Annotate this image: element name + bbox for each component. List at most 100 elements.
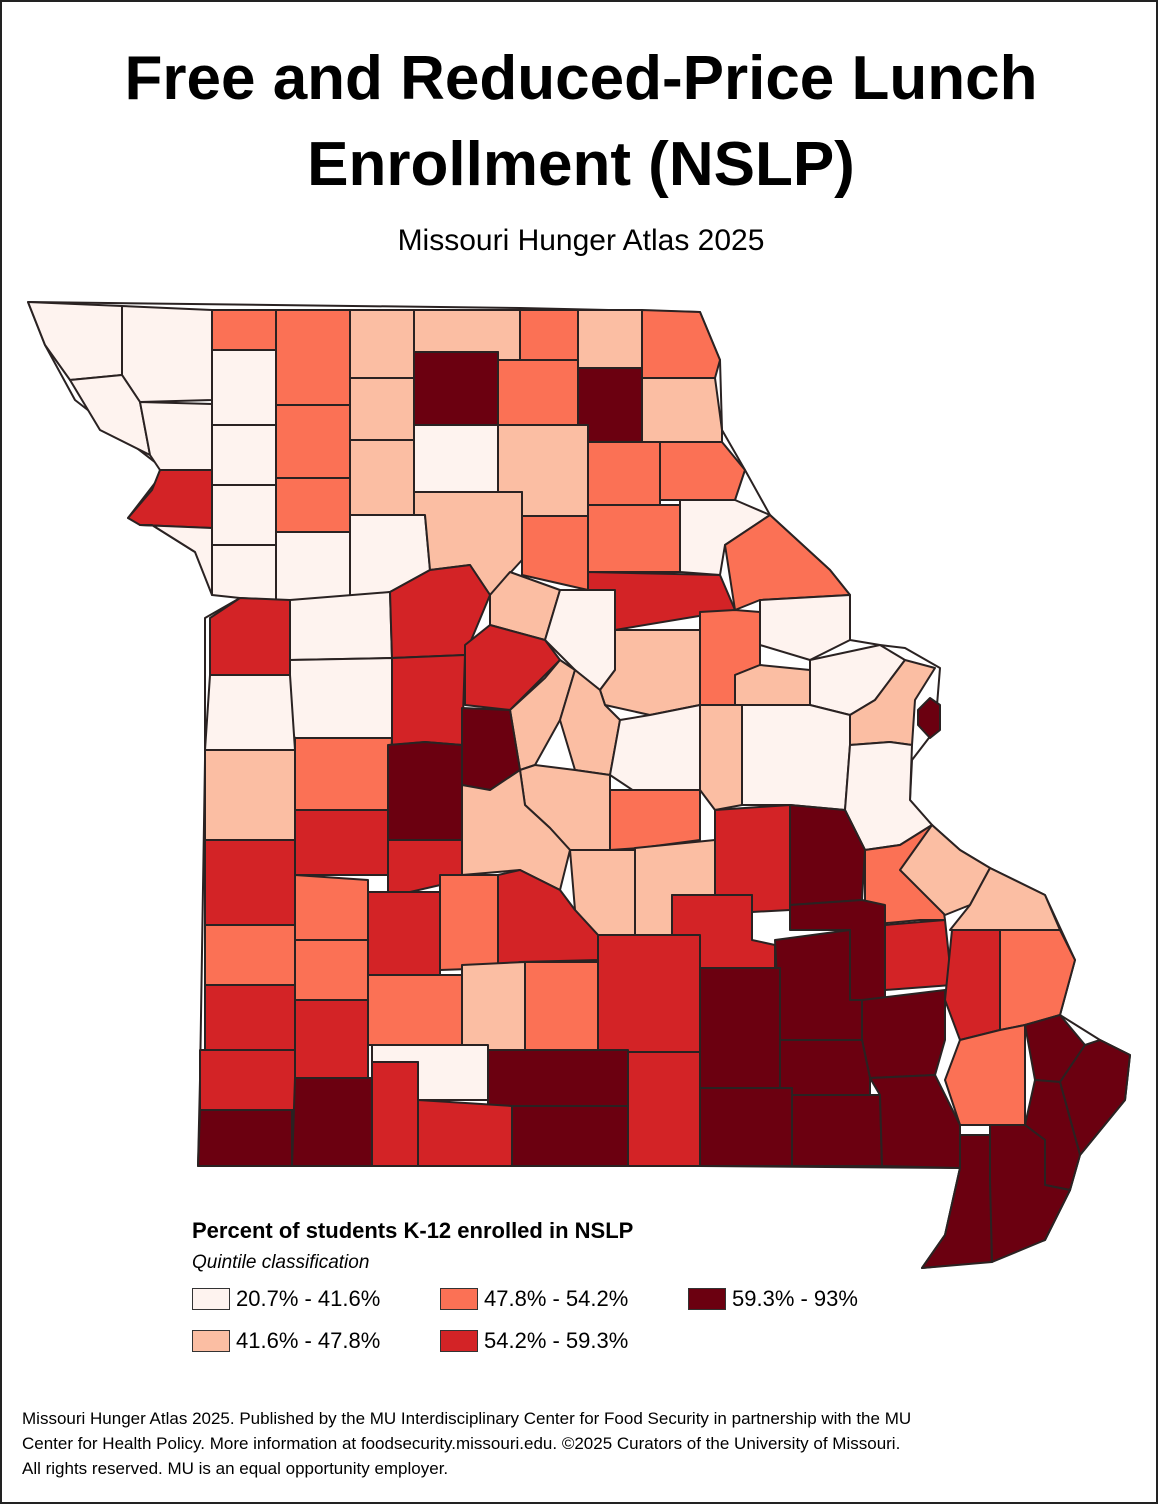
county-vernon <box>204 839 296 926</box>
county-oregon <box>699 1087 793 1167</box>
map-legend: Percent of students K-12 enrolled in NSL… <box>192 1218 992 1376</box>
county-caldwell <box>275 477 351 533</box>
county-bates <box>204 749 296 841</box>
county-gentry <box>211 349 277 426</box>
page-title: Free and Reduced-Price Lunch Enrollment … <box>0 36 1162 208</box>
county-benton <box>387 741 463 841</box>
county-lewis <box>641 377 723 443</box>
footer-line-1: Missouri Hunger Atlas 2025. Published by… <box>22 1409 912 1428</box>
county-carter <box>779 1039 871 1096</box>
legend-swatch-3 <box>440 1288 478 1310</box>
county-barry <box>291 1077 373 1167</box>
legend-label-4: 54.2% - 59.3% <box>484 1328 629 1353</box>
footer-line-3: All rights reserved. MU is an equal oppo… <box>22 1459 449 1478</box>
county-bollinger <box>944 929 1001 1041</box>
legend-label-5: 59.3% - 93% <box>732 1286 858 1311</box>
legend-label-2: 41.6% - 47.8% <box>236 1328 381 1353</box>
legend-swatch-4 <box>440 1330 478 1352</box>
county-marion <box>659 441 746 501</box>
county-dallas <box>439 874 499 971</box>
county-madison <box>884 919 953 991</box>
county-mercer <box>349 309 415 379</box>
legend-subtitle: Quintile classification <box>192 1252 370 1273</box>
county-daviess <box>275 404 351 479</box>
legend-swatch-5 <box>688 1288 726 1310</box>
county-polk <box>367 891 441 976</box>
county-worth <box>211 309 277 351</box>
county-taney <box>417 1099 513 1167</box>
county-maries <box>609 789 701 851</box>
county-newton <box>199 1049 296 1111</box>
county-lawrence <box>294 999 369 1079</box>
county-pettis <box>391 654 466 746</box>
county-callaway <box>599 629 701 716</box>
county-platte <box>139 524 213 596</box>
county-greene <box>367 974 463 1046</box>
county-cedar <box>294 874 369 941</box>
county-wright <box>524 961 599 1051</box>
legend-classes: 20.7% - 41.6% 41.6% - 47.8% 47.8% - 54.2… <box>192 1286 992 1376</box>
county-washington <box>789 804 866 906</box>
county-atchison <box>27 301 123 381</box>
county-douglas <box>487 1049 629 1107</box>
county-howell <box>627 1051 701 1167</box>
county-adair <box>497 359 579 426</box>
county-osage <box>609 704 701 796</box>
county-jasper <box>204 984 296 1051</box>
legend-item-1: 20.7% - 41.6% <box>192 1286 380 1312</box>
county-ripley <box>791 1094 883 1167</box>
county-nodaway <box>121 305 213 403</box>
county-franklin <box>741 704 851 811</box>
county-clark <box>641 309 721 379</box>
county-livingston <box>349 439 415 516</box>
county-cass <box>204 674 296 751</box>
county-linn <box>413 424 499 493</box>
county-texas <box>597 934 701 1053</box>
county-harrison <box>275 309 351 406</box>
legend-title: Percent of students K-12 enrolled in NSL… <box>192 1218 634 1243</box>
county-dade <box>294 939 369 1001</box>
county-cape-girardeau <box>999 929 1076 1031</box>
county-ray <box>275 531 351 601</box>
legend-label-1: 20.7% - 41.6% <box>236 1286 381 1311</box>
county-warren <box>734 664 811 706</box>
county-wayne <box>861 989 946 1079</box>
county-gasconade <box>699 704 743 811</box>
legend-swatch-2 <box>192 1330 230 1352</box>
county-jackson <box>209 597 291 676</box>
footer-line-2: Center for Health Policy. More informati… <box>22 1434 901 1453</box>
county-johnson <box>289 657 393 739</box>
county-buchanan <box>127 469 213 529</box>
county-shelby <box>587 441 661 506</box>
footer-credits: Missouri Hunger Atlas 2025. Published by… <box>22 1406 1142 1481</box>
county-mcdonald <box>197 1109 293 1167</box>
county-dekalb <box>211 424 277 486</box>
title-line-1: Free and Reduced-Price Lunch <box>124 44 1038 113</box>
legend-item-4: 54.2% - 59.3% <box>440 1328 628 1354</box>
county-barton <box>204 924 296 986</box>
county-clinton <box>211 484 277 546</box>
legend-item-3: 47.8% - 54.2% <box>440 1286 628 1312</box>
county-pemiscot <box>989 1124 1071 1263</box>
legend-item-2: 41.6% - 47.8% <box>192 1328 380 1354</box>
county-st-louis-city <box>917 697 941 739</box>
county-st-clair <box>294 809 389 876</box>
county-clay <box>211 544 277 601</box>
page-subtitle: Missouri Hunger Atlas 2025 <box>397 224 765 257</box>
county-ozark <box>511 1105 629 1167</box>
county-stone <box>371 1061 419 1167</box>
county-schuyler <box>519 309 579 361</box>
county-monroe <box>587 504 681 573</box>
county-sullivan <box>413 351 499 426</box>
county-lafayette <box>289 591 393 661</box>
county-henry <box>294 737 393 811</box>
county-grundy <box>349 377 415 441</box>
county-shannon <box>699 967 781 1089</box>
legend-label-3: 47.8% - 54.2% <box>484 1286 629 1311</box>
legend-swatch-1 <box>192 1288 230 1310</box>
county-webster <box>461 961 526 1051</box>
county-camden <box>461 769 571 891</box>
county-scotland <box>577 309 643 369</box>
